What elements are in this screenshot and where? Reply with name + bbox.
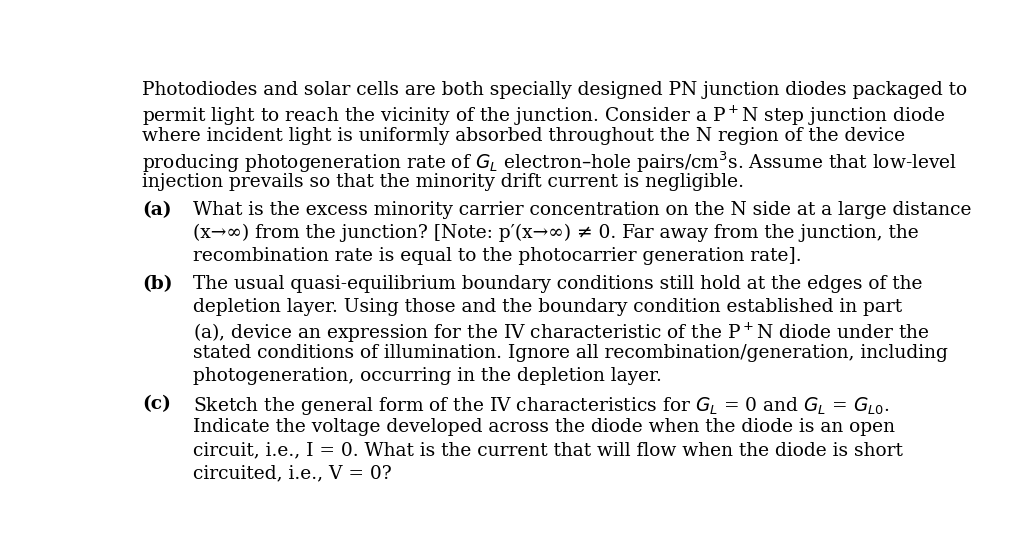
Text: Sketch the general form of the IV characteristics for $G_L$ = 0 and $G_L$ = $G_{: Sketch the general form of the IV charac… [193,395,889,417]
Text: circuited, i.e., V = 0?: circuited, i.e., V = 0? [193,464,391,482]
Text: depletion layer. Using those and the boundary condition established in part: depletion layer. Using those and the bou… [193,298,901,316]
Text: recombination rate is equal to the photocarrier generation rate].: recombination rate is equal to the photo… [193,247,801,265]
Text: (a), device an expression for the IV characteristic of the P$^+$N diode under th: (a), device an expression for the IV cha… [193,321,929,345]
Text: (c): (c) [142,395,171,413]
Text: The usual quasi-equilibrium boundary conditions still hold at the edges of the: The usual quasi-equilibrium boundary con… [193,275,922,293]
Text: (b): (b) [142,275,173,293]
Text: photogeneration, occurring in the depletion layer.: photogeneration, occurring in the deplet… [193,367,661,385]
Text: What is the excess minority carrier concentration on the N side at a large dista: What is the excess minority carrier conc… [193,201,971,219]
Text: (x→∞) from the junction? [Note: p′(x→∞) ≠ 0. Far away from the junction, the: (x→∞) from the junction? [Note: p′(x→∞) … [193,224,919,242]
Text: Photodiodes and solar cells are both specially designed PN junction diodes packa: Photodiodes and solar cells are both spe… [142,81,967,99]
Text: permit light to reach the vicinity of the junction. Consider a P$^+$N step junct: permit light to reach the vicinity of th… [142,104,945,128]
Text: producing photogeneration rate of $G_L$ electron–hole pairs/cm$^3$s. Assume that: producing photogeneration rate of $G_L$ … [142,150,958,175]
Text: injection prevails so that the minority drift current is negligible.: injection prevails so that the minority … [142,172,744,191]
Text: (a): (a) [142,201,172,219]
Text: where incident light is uniformly absorbed throughout the N region of the device: where incident light is uniformly absorb… [142,127,905,145]
Text: circuit, i.e., I = 0. What is the current that will flow when the diode is short: circuit, i.e., I = 0. What is the curren… [193,441,902,459]
Text: Indicate the voltage developed across the diode when the diode is an open: Indicate the voltage developed across th… [193,418,894,436]
Text: stated conditions of illumination. Ignore all recombination/generation, includin: stated conditions of illumination. Ignor… [193,344,947,362]
